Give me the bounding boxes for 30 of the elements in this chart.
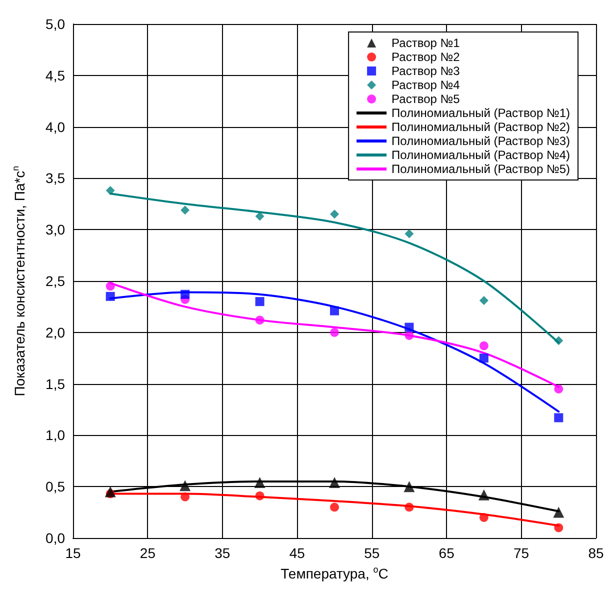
y-tick-label: 1,5 <box>46 376 66 392</box>
x-tick-label: 45 <box>289 545 306 561</box>
legend-label: Полиномиальный (Раствор №5) <box>392 162 570 176</box>
legend-label: Раствор №2 <box>392 50 460 64</box>
legend-label: Полиномиальный (Раствор №4) <box>392 148 570 162</box>
x-tick-label: 85 <box>588 545 604 561</box>
x-tick-label: 15 <box>65 545 81 561</box>
y-tick-label: 3,0 <box>46 222 66 238</box>
legend-label: Раствор №1 <box>392 36 460 50</box>
y-tick-label: 0,5 <box>46 478 66 495</box>
x-tick-label: 75 <box>513 545 530 561</box>
y-tick-label: 2,5 <box>46 273 66 289</box>
y-tick-label: 0,0 <box>46 530 66 546</box>
legend-label: Полиномиальный (Раствор №3) <box>392 134 570 148</box>
legend-label: Раствор №4 <box>392 78 460 92</box>
y-tick-label: 2,0 <box>46 324 66 340</box>
y-tick-label: 3,5 <box>46 170 66 186</box>
legend-label: Раствор №3 <box>392 64 460 78</box>
y-axis-title: Показатель консистентности, Па*сn <box>10 166 28 396</box>
y-tick-label: 1,0 <box>46 427 66 444</box>
y-tick-label: 4,5 <box>46 67 66 84</box>
x-tick-label: 35 <box>214 545 230 561</box>
x-tick-label: 55 <box>364 545 380 561</box>
legend-label: Раствор №5 <box>392 92 460 106</box>
legend-label: Полиномиальный (Раствор №2) <box>392 120 570 134</box>
x-tick-label: 25 <box>140 545 156 561</box>
y-tick-label: 5,0 <box>46 16 66 32</box>
y-tick-label: 4,0 <box>46 118 66 135</box>
x-tick-label: 65 <box>438 545 455 561</box>
legend-label: Полиномиальный (Раствор №1) <box>392 106 570 120</box>
